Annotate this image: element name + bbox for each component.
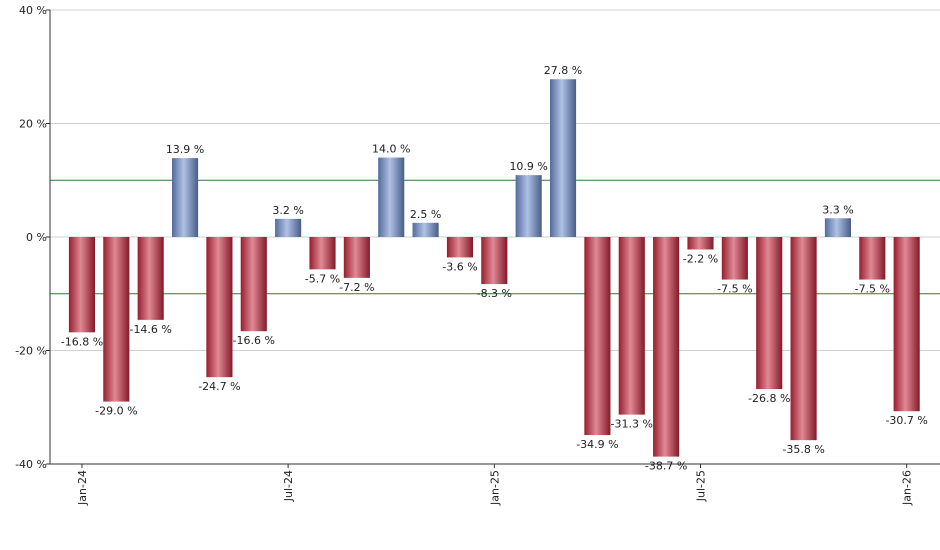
y-tick-label: 20 % — [19, 118, 47, 131]
bar — [206, 237, 233, 378]
x-tick-label: Jan-24 — [76, 470, 89, 506]
x-tick-label: Jul-24 — [282, 470, 295, 502]
bar — [549, 79, 577, 237]
y-tick-label: -20 % — [15, 345, 47, 358]
value-label: 2.5 % — [410, 208, 441, 221]
bar — [240, 237, 267, 332]
value-label: -7.5 % — [717, 283, 752, 296]
bar — [687, 237, 714, 250]
bar — [859, 237, 886, 280]
value-label: 3.3 % — [822, 203, 853, 216]
value-label: -7.5 % — [855, 283, 890, 296]
value-label: -14.6 % — [129, 323, 171, 336]
value-label: 13.9 % — [166, 143, 204, 156]
bar — [618, 237, 645, 415]
value-label: -31.3 % — [611, 418, 653, 431]
bar — [584, 237, 611, 436]
x-tick-label: Jul-25 — [694, 470, 707, 502]
value-label: -5.7 % — [305, 272, 340, 285]
value-label: -16.6 % — [233, 334, 275, 347]
y-tick-label: 40 % — [19, 4, 47, 17]
bar — [68, 237, 96, 333]
value-label: -24.7 % — [198, 380, 240, 393]
value-label: -30.7 % — [885, 414, 927, 427]
bar — [378, 157, 405, 237]
bar — [171, 158, 199, 237]
bar — [824, 218, 851, 237]
value-label: 27.8 % — [544, 64, 582, 77]
value-label: -16.8 % — [61, 335, 103, 348]
bar — [103, 237, 130, 402]
value-label: -3.6 % — [442, 260, 477, 273]
value-label: -35.8 % — [782, 443, 824, 456]
value-label: -29.0 % — [95, 405, 137, 418]
bar — [790, 237, 817, 441]
bar — [412, 222, 439, 237]
bar — [756, 237, 783, 390]
bar — [481, 237, 508, 285]
bar — [275, 218, 302, 237]
y-tick-label: 0 % — [26, 231, 47, 244]
value-label: -38.7 % — [645, 460, 687, 473]
bar — [721, 237, 748, 280]
value-label: 10.9 % — [509, 160, 547, 173]
x-tick-label: Jan-25 — [488, 470, 501, 506]
bar — [343, 237, 370, 278]
value-label: 14.0 % — [372, 143, 410, 156]
bar — [137, 237, 164, 320]
value-label: 3.2 % — [272, 204, 303, 217]
value-label: -7.2 % — [339, 281, 374, 294]
value-label: -2.2 % — [683, 252, 718, 265]
value-label: -26.8 % — [748, 392, 790, 405]
value-label: -34.9 % — [576, 438, 618, 451]
bar — [515, 175, 542, 237]
x-tick-label: Jan-26 — [901, 470, 914, 506]
y-tick-label: -40 % — [15, 458, 47, 471]
bar — [653, 237, 680, 457]
bar — [893, 237, 920, 412]
bar — [446, 237, 474, 258]
value-label: -8.3 % — [477, 287, 512, 300]
bar — [309, 237, 336, 270]
